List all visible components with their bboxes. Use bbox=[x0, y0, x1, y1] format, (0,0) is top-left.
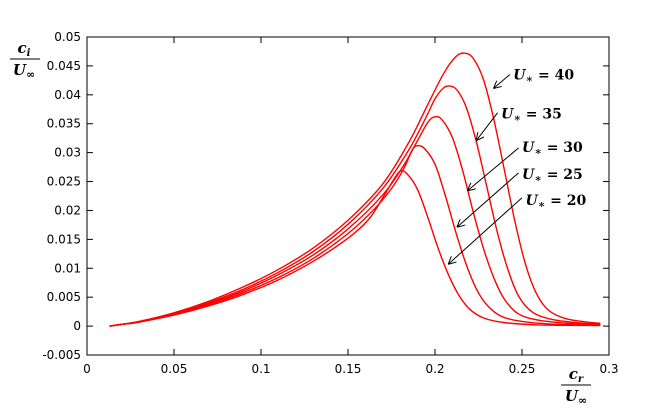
x-label-num: c bbox=[569, 365, 578, 383]
series-line bbox=[109, 170, 601, 327]
y-tick-label: 0.025 bbox=[47, 175, 81, 189]
y-tick-label: 0.005 bbox=[47, 290, 81, 304]
series-line bbox=[109, 144, 601, 327]
y-label-num-sub: i bbox=[27, 48, 31, 59]
x-tick-label: 0.2 bbox=[425, 362, 444, 376]
y-label-num: c bbox=[18, 39, 27, 57]
annotation-arrow bbox=[477, 112, 499, 140]
x-label-num-sub: r bbox=[578, 374, 584, 385]
annotation-arrow bbox=[468, 147, 519, 190]
x-label-den: U bbox=[565, 387, 579, 405]
y-tick-label: 0.03 bbox=[54, 146, 81, 160]
y-tick-label: 0.035 bbox=[47, 117, 81, 131]
x-tick-label: 0.05 bbox=[161, 362, 188, 376]
x-tick-label: 0.1 bbox=[251, 362, 270, 376]
x-tick-label: 0.15 bbox=[335, 362, 362, 376]
x-axis: 0 0.05 0.1 0.15 0.2 0.25 0.3 bbox=[83, 37, 619, 376]
series-curves bbox=[109, 52, 601, 327]
y-axis-label: ci U∞ bbox=[10, 39, 40, 81]
x-tick-label: 0.3 bbox=[599, 362, 618, 376]
x-tick-label: 0.25 bbox=[509, 362, 536, 376]
series-line bbox=[109, 115, 601, 327]
y-tick-label: 0.045 bbox=[47, 59, 81, 73]
x-tick-label: 0 bbox=[83, 362, 91, 376]
series-label: U∗ = 25 bbox=[522, 167, 583, 185]
y-tick-label: 0.04 bbox=[54, 88, 81, 102]
y-tick-label: 0 bbox=[73, 319, 81, 333]
y-label-den: U bbox=[13, 61, 27, 79]
series-annotations: U∗ = 40 U∗ = 35 U∗ = 30 U∗ = 25 U∗ = 20 bbox=[449, 68, 587, 264]
series-line bbox=[109, 85, 601, 327]
y-tick-label: 0.02 bbox=[54, 203, 81, 217]
series-label: U∗ = 20 bbox=[525, 193, 586, 211]
series-line bbox=[109, 52, 601, 327]
y-tick-label: 0.01 bbox=[54, 261, 81, 275]
y-axis: -0.005 0 0.005 0.01 0.015 0.02 0.025 0.03 0.035 0… bbox=[42, 30, 609, 362]
svg-text:U∞: U∞ bbox=[565, 387, 587, 407]
svg-text:ci: ci bbox=[18, 39, 31, 59]
x-axis-label: cr U∞ bbox=[561, 365, 591, 407]
series-label: U∗ = 30 bbox=[522, 140, 583, 158]
y-label-den-sub: ∞ bbox=[26, 68, 35, 81]
series-label: U∗ = 40 bbox=[513, 68, 574, 86]
svg-text:U∞: U∞ bbox=[13, 61, 35, 81]
x-label-den-sub: ∞ bbox=[578, 394, 587, 407]
y-tick-label: 0.015 bbox=[47, 232, 81, 246]
svg-text:cr: cr bbox=[569, 365, 584, 385]
series-label: U∗ = 35 bbox=[501, 106, 562, 124]
y-tick-label: -0.005 bbox=[42, 348, 81, 362]
y-tick-label: 0.05 bbox=[54, 30, 81, 44]
annotation-arrow bbox=[449, 197, 523, 264]
annotation-arrow bbox=[458, 172, 519, 227]
annotation-arrow bbox=[494, 74, 511, 88]
